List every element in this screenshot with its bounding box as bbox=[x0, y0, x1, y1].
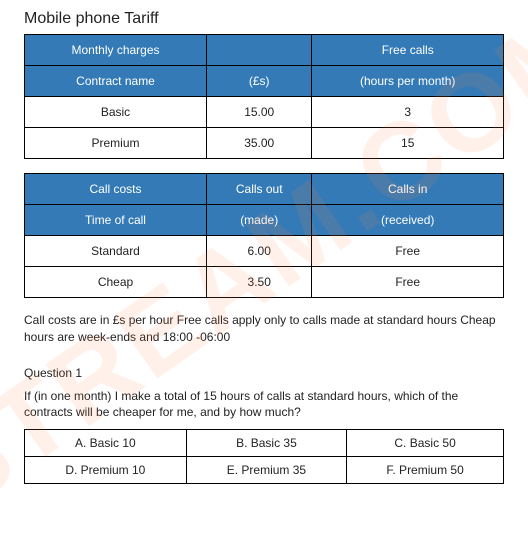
question-text: If (in one month) I make a total of 15 h… bbox=[24, 388, 504, 422]
cell: 6.00 bbox=[207, 236, 312, 267]
tariff-h2-c1: Contract name bbox=[25, 66, 207, 97]
cell: 35.00 bbox=[207, 128, 312, 159]
cost-h2-c3: (received) bbox=[312, 205, 504, 236]
table-row: Cheap 3.50 Free bbox=[25, 267, 504, 298]
tariff-h2-c3: (hours per month) bbox=[312, 66, 504, 97]
answer-option[interactable]: E. Premium 35 bbox=[186, 457, 346, 484]
answer-option[interactable]: B. Basic 35 bbox=[186, 430, 346, 457]
cell: Premium bbox=[25, 128, 207, 159]
cell: 3 bbox=[312, 97, 504, 128]
tariff-h1-c3: Free calls bbox=[312, 35, 504, 66]
cell: 15 bbox=[312, 128, 504, 159]
page-title: Mobile phone Tariff bbox=[24, 10, 508, 28]
answer-option[interactable]: D. Premium 10 bbox=[25, 457, 187, 484]
cell: Free bbox=[312, 267, 504, 298]
cost-h1-c3: Calls in bbox=[312, 174, 504, 205]
cost-h1-c2: Calls out bbox=[207, 174, 312, 205]
answer-option[interactable]: F. Premium 50 bbox=[347, 457, 504, 484]
cell: Standard bbox=[25, 236, 207, 267]
table-row: Standard 6.00 Free bbox=[25, 236, 504, 267]
tariff-h2-c2: (£s) bbox=[207, 66, 312, 97]
cost-h2-c2: (made) bbox=[207, 205, 312, 236]
cell: 15.00 bbox=[207, 97, 312, 128]
question-label: Question 1 bbox=[24, 366, 508, 380]
tariff-h1-c2 bbox=[207, 35, 312, 66]
cell: Free bbox=[312, 236, 504, 267]
table-row: A. Basic 10 B. Basic 35 C. Basic 50 bbox=[25, 430, 504, 457]
table-row: D. Premium 10 E. Premium 35 F. Premium 5… bbox=[25, 457, 504, 484]
cost-table: Call costs Calls out Calls in Time of ca… bbox=[24, 173, 504, 298]
table-row: Basic 15.00 3 bbox=[25, 97, 504, 128]
tariff-table: Monthly charges Free calls Contract name… bbox=[24, 34, 504, 159]
answer-table: A. Basic 10 B. Basic 35 C. Basic 50 D. P… bbox=[24, 429, 504, 484]
footnote: Call costs are in £s per hour Free calls… bbox=[24, 312, 504, 346]
cell: 3.50 bbox=[207, 267, 312, 298]
cell: Basic bbox=[25, 97, 207, 128]
tariff-h1-c1: Monthly charges bbox=[25, 35, 207, 66]
cost-h2-c1: Time of call bbox=[25, 205, 207, 236]
cost-h1-c1: Call costs bbox=[25, 174, 207, 205]
answer-option[interactable]: C. Basic 50 bbox=[347, 430, 504, 457]
answer-option[interactable]: A. Basic 10 bbox=[25, 430, 187, 457]
cell: Cheap bbox=[25, 267, 207, 298]
table-row: Premium 35.00 15 bbox=[25, 128, 504, 159]
